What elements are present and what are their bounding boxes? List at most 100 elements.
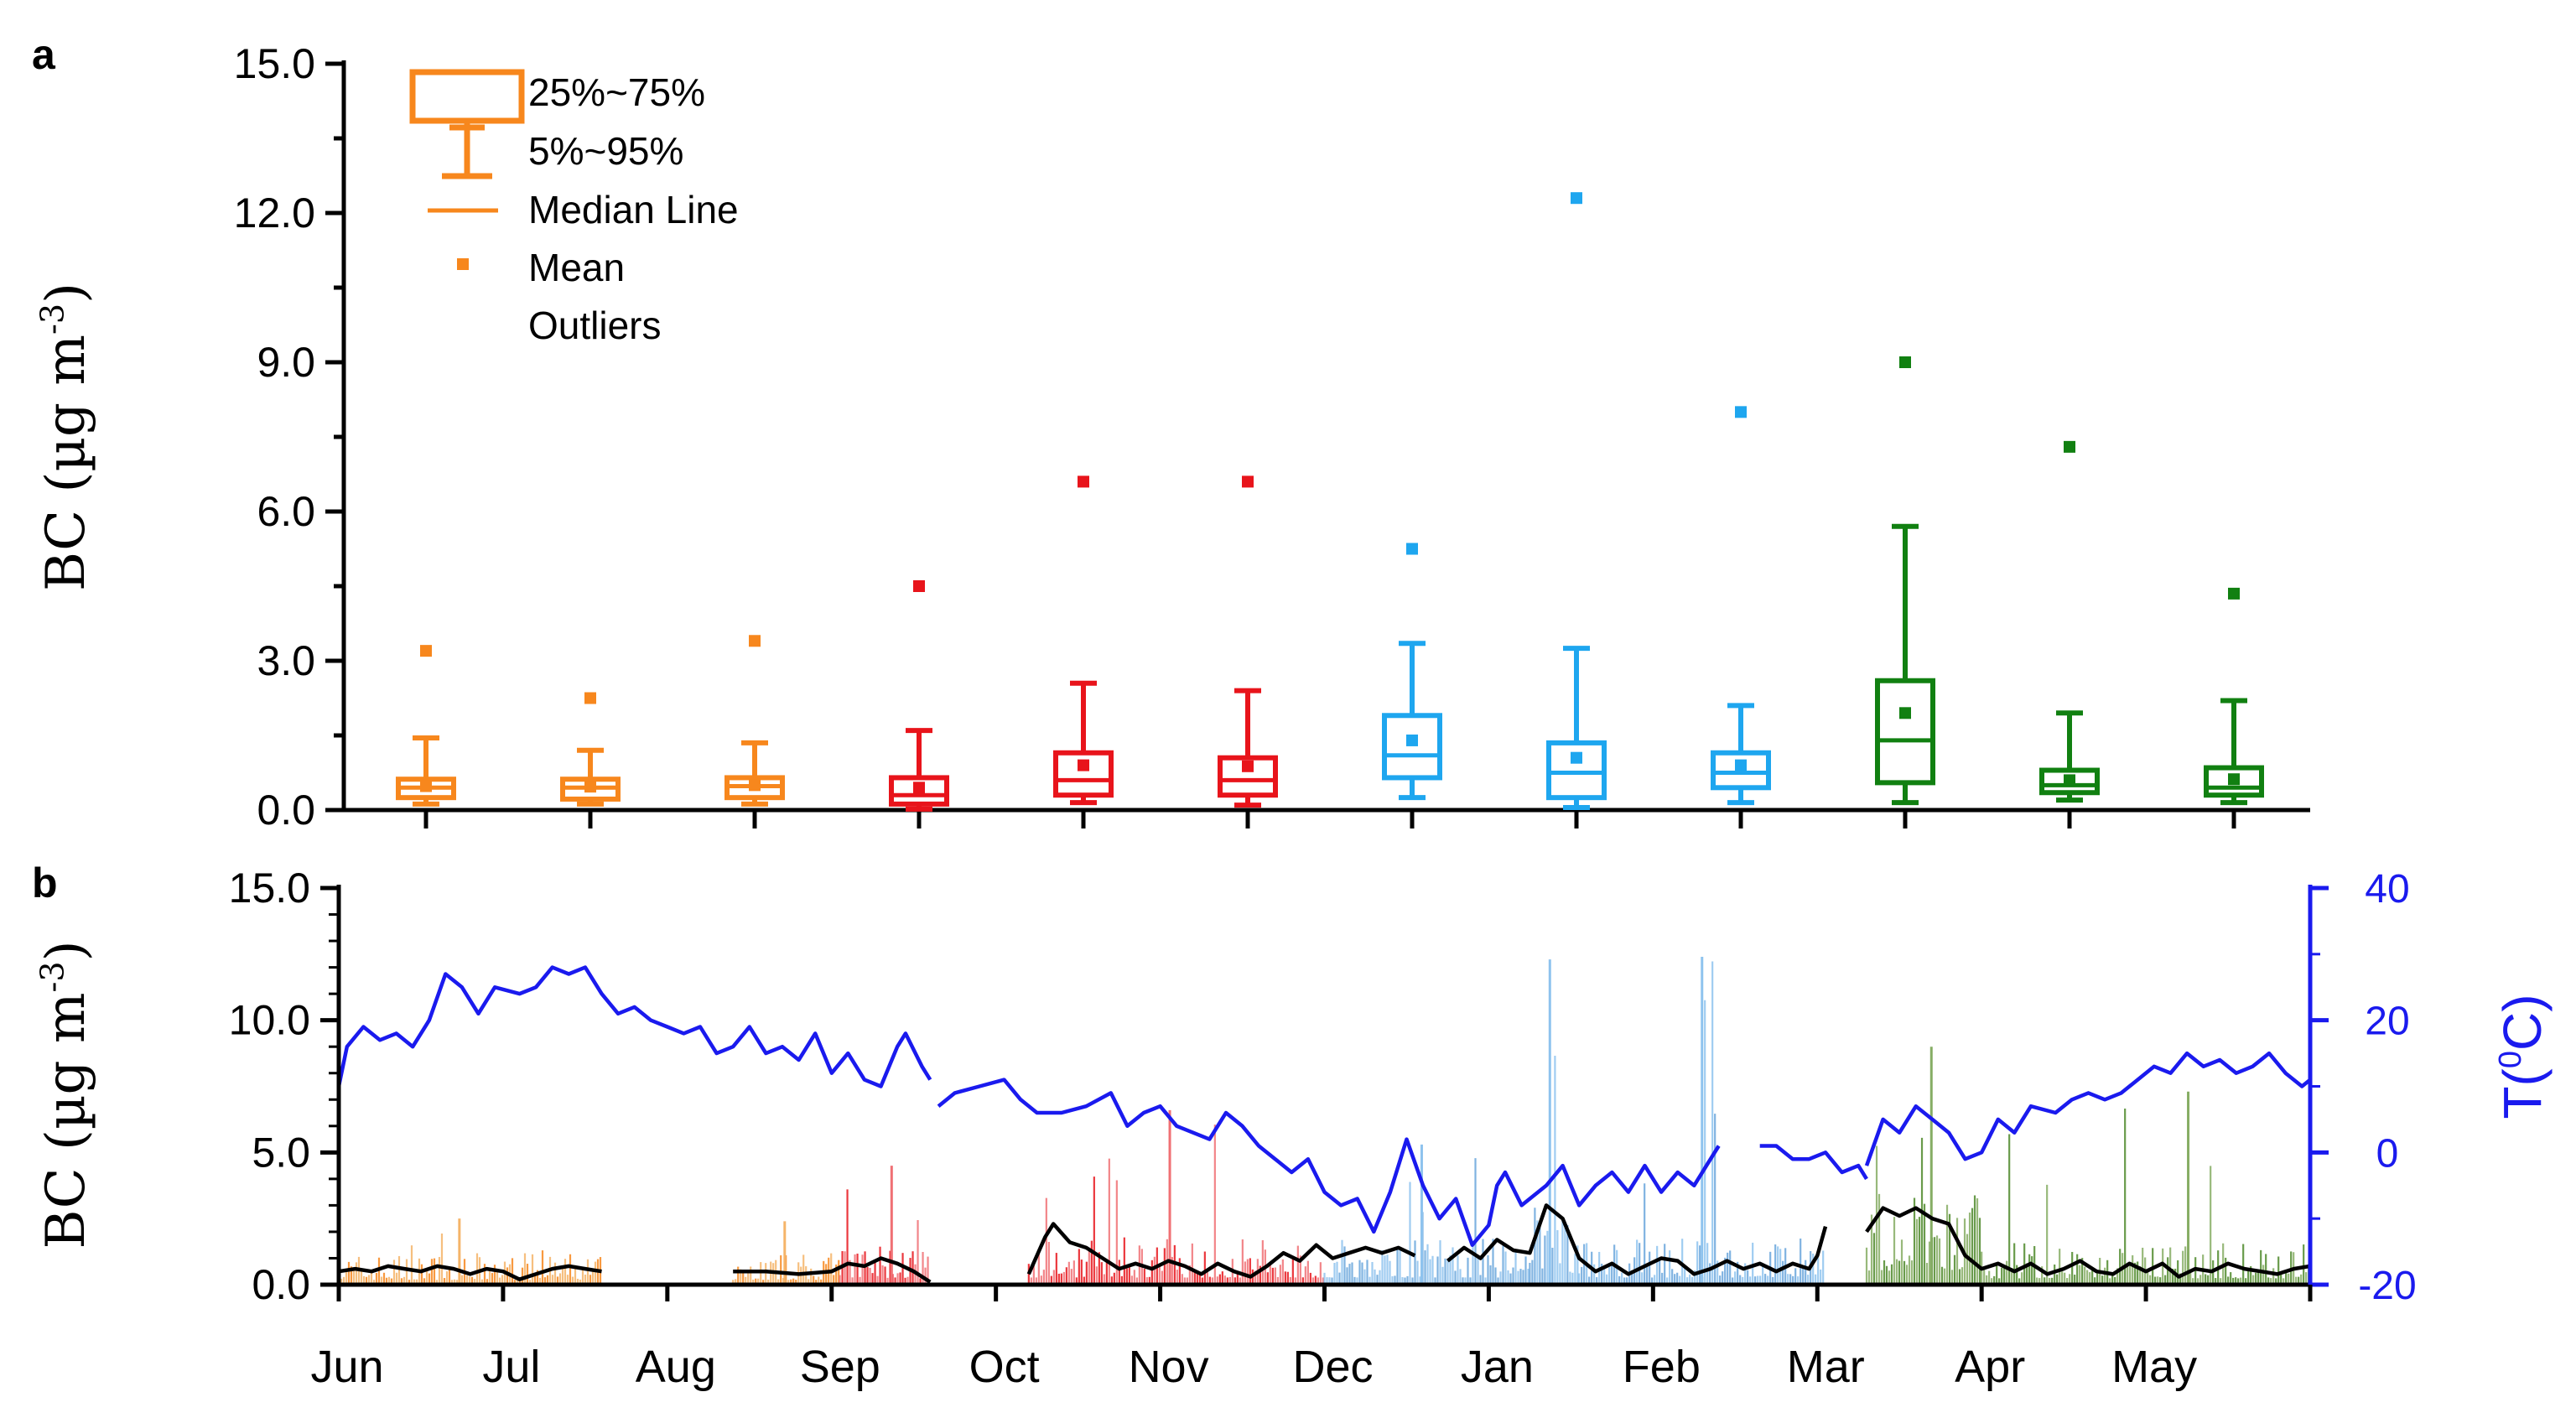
y-axis-label: BC (µg m-3) — [34, 283, 97, 591]
raw-bc-spring — [1981, 1091, 2310, 1285]
mean-marker — [1406, 734, 1418, 746]
panel-a: a 0.0 3.0 6.0 9.0 12.0 15.0 BC (µg m-3) 25%~75… — [32, 31, 2310, 834]
bc-running-mean-line — [1865, 1206, 2311, 1279]
temperature-line — [937, 1078, 1721, 1247]
box-sep — [889, 580, 949, 812]
panel-b: b 0.0 5.0 10.0 15.0 BC (µg m-3) -20 0 20 40 T(0C)… — [32, 860, 2553, 1392]
x-tick-label: Nov — [1129, 1342, 1209, 1392]
temperature-line — [336, 965, 932, 1088]
box-feb — [1711, 406, 1771, 806]
mean-marker — [1078, 759, 1089, 771]
y-tick-label: 12.0 — [234, 190, 315, 236]
x-tick-label: Aug — [636, 1342, 716, 1392]
y-tick-label: 0.0 — [252, 1261, 310, 1308]
outlier-marker — [584, 692, 596, 704]
outlier-marker — [420, 645, 432, 657]
box-may — [2204, 587, 2264, 806]
legend-mean-swatch — [457, 258, 469, 270]
y2-tick-label: 40 — [2365, 867, 2409, 912]
temperature-line — [1759, 1144, 1868, 1181]
y2-axis-label: T(0C) — [2492, 994, 2553, 1119]
y-tick-label: 5.0 — [252, 1129, 310, 1176]
bc-running-mean-line — [1026, 1222, 1416, 1279]
bc-running-mean-line — [338, 1264, 602, 1281]
outlier-marker — [913, 580, 925, 592]
y2-tick-label: 0 — [2376, 1131, 2399, 1176]
mean-marker — [913, 782, 925, 794]
outlier-marker — [1242, 475, 1254, 488]
panel-a-axes: 0.0 3.0 6.0 9.0 12.0 15.0 BC (µg m-3) — [34, 40, 2310, 834]
raw-bc-autumn — [839, 1166, 929, 1285]
raw-bc-winter — [1529, 959, 1579, 1285]
x-tick-label: Feb — [1623, 1342, 1701, 1392]
panel-a-boxes — [396, 192, 2264, 812]
outlier-marker — [1899, 356, 1911, 368]
y-tick-label: 3.0 — [257, 637, 315, 684]
iqr-box — [1875, 678, 1935, 786]
box-dec — [1382, 543, 1442, 801]
y-tick-label: 0.0 — [257, 787, 315, 834]
box-jun — [396, 645, 456, 807]
y-tick-label: 15.0 — [229, 865, 310, 912]
mean-marker — [1735, 759, 1747, 771]
outlier-marker — [1735, 406, 1747, 418]
legend-label-box: 25%~75% — [528, 70, 705, 114]
box-aug — [724, 635, 785, 807]
y2-tick-label: -20 — [2358, 1264, 2416, 1308]
mean-marker — [584, 781, 596, 793]
panel-b-axes: 0.0 5.0 10.0 15.0 BC (µg m-3) -20 0 20 40 T(0C) Ju… — [34, 865, 2553, 1392]
panel-b-lines — [336, 965, 2312, 1284]
iqr-box — [1382, 713, 1442, 781]
x-tick-label: May — [2111, 1342, 2197, 1392]
raw-bc-winter — [1323, 1144, 1530, 1285]
raw-bc-summer — [732, 1221, 840, 1285]
outlier-marker — [2064, 440, 2075, 453]
x-tick-label: Dec — [1292, 1342, 1373, 1392]
y2-tick-label: 20 — [2365, 1000, 2409, 1044]
temperature-line — [1864, 1051, 2312, 1166]
bc-running-mean-line — [1446, 1203, 1828, 1276]
x-tick-label: Oct — [969, 1342, 1040, 1392]
panel-label-b: b — [32, 860, 58, 906]
box-jan — [1546, 192, 1607, 811]
outlier-marker — [2228, 587, 2240, 600]
mean-marker — [420, 780, 432, 792]
y-tick-label: 9.0 — [257, 339, 315, 386]
mean-marker — [749, 779, 761, 792]
x-tick-label: Jan — [1461, 1342, 1534, 1392]
box-oct — [1053, 475, 1114, 806]
mean-marker — [1899, 707, 1911, 719]
outlier-marker — [749, 635, 761, 647]
y-tick-label: 6.0 — [257, 488, 315, 535]
y-axis-label: BC (µg m-3) — [34, 940, 97, 1249]
box-jul — [560, 692, 621, 807]
legend-box-swatch — [409, 69, 525, 124]
box-apr — [2039, 440, 2100, 803]
mean-marker — [1571, 751, 1582, 764]
x-tick-label: Jun — [310, 1342, 383, 1392]
box-nov — [1218, 475, 1278, 808]
y-tick-label: 15.0 — [234, 40, 315, 87]
iqr-box — [2039, 767, 2100, 796]
legend-label-median: Median Line — [528, 188, 739, 231]
outlier-marker — [1406, 543, 1418, 555]
outlier-marker — [1078, 475, 1089, 488]
mean-marker — [2064, 774, 2075, 787]
mean-marker — [1242, 760, 1254, 772]
legend-label-whisker: 5%~95% — [528, 129, 683, 173]
iqr-box — [1053, 750, 1114, 798]
box-mar — [1875, 356, 1935, 806]
raw-bc-winter — [1578, 956, 1825, 1285]
legend-label-outliers: Outliers — [528, 304, 661, 347]
panel-a-legend: 25%~75% 5%~95% Median Line Mean Outliers — [409, 69, 739, 347]
x-tick-label: Mar — [1787, 1342, 1865, 1392]
bc-running-mean-line — [733, 1256, 932, 1284]
x-tick-label: Apr — [1955, 1342, 2025, 1392]
mean-marker — [2228, 773, 2240, 786]
iqr-box — [1546, 740, 1607, 801]
panel-label-a: a — [32, 31, 56, 78]
x-tick-label: Jul — [482, 1342, 540, 1392]
legend-label-mean: Mean — [528, 246, 625, 289]
x-tick-label: Sep — [800, 1342, 880, 1392]
